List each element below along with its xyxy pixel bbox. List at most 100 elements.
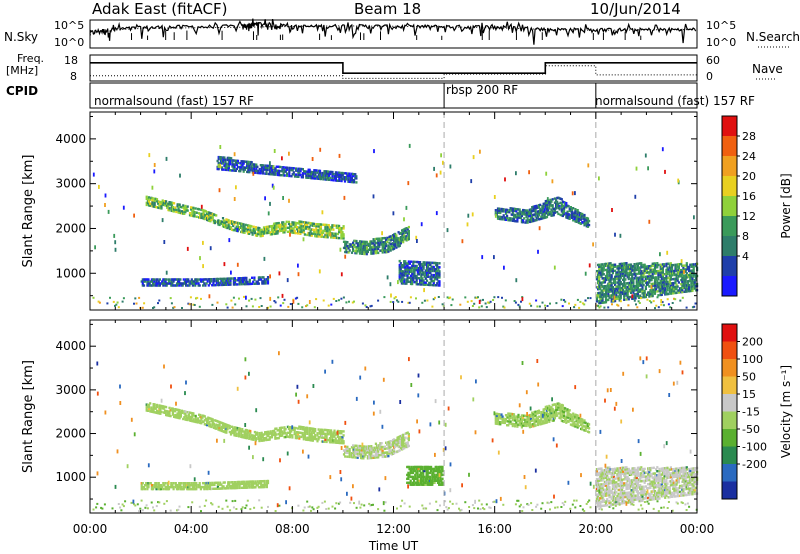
echo-cell (241, 428, 244, 431)
echo-cell (265, 170, 268, 173)
echo-cell (666, 280, 669, 284)
echo-cell (352, 247, 355, 250)
echo-cell (403, 264, 406, 267)
echo-cell (170, 201, 173, 204)
echo-cell (643, 293, 646, 297)
echo-cell (157, 280, 160, 283)
echo-cell (200, 216, 203, 220)
echo-cell (608, 286, 611, 289)
echo-cell (403, 238, 406, 241)
echo-cell (407, 434, 410, 438)
echo-cell (514, 417, 517, 420)
echo-cell (316, 440, 319, 443)
echo-cell (653, 292, 657, 295)
echo-cell (213, 419, 217, 422)
echo-cell (258, 233, 261, 236)
echo-cell (560, 206, 563, 209)
echo-cell (391, 444, 395, 448)
ground-scatter-cell (546, 305, 549, 307)
ground-scatter-cell (389, 300, 392, 303)
echo-cell (572, 215, 575, 218)
ground-scatter-cell (392, 301, 395, 304)
echo-cell (383, 447, 387, 450)
echo-cell (412, 264, 415, 268)
echo-cell (550, 416, 553, 419)
echo-cell (330, 433, 333, 436)
echo-cell (684, 280, 687, 283)
echo-cell (529, 413, 533, 417)
echo-cell (688, 279, 691, 283)
ground-scatter-cell (681, 296, 684, 299)
echo-cell (659, 265, 662, 268)
echo-cell (262, 232, 266, 235)
ground-scatter-cell (488, 301, 491, 304)
echo-cell (545, 411, 549, 414)
echo-cell (317, 229, 320, 232)
echo-cell (158, 200, 161, 203)
colorbar-power-swatch (722, 196, 737, 216)
echo-cell (635, 280, 638, 284)
echo-cell (378, 245, 381, 248)
echo-cell (285, 433, 288, 437)
echo-cell (265, 172, 268, 175)
echo-cell (685, 274, 688, 277)
echo-cell (517, 415, 520, 419)
echo-cell (681, 280, 684, 284)
echo-cell (180, 210, 184, 213)
echo-cell (639, 268, 642, 271)
echo-cell (511, 213, 514, 216)
ground-scatter-cell (225, 303, 228, 306)
echo-cell (268, 170, 271, 174)
ground-scatter-cell (143, 302, 146, 305)
echo-cell (366, 447, 369, 450)
echo-cell (248, 282, 251, 286)
ground-scatter-cell (230, 299, 233, 302)
echo-cell (370, 456, 373, 460)
echo-cell (666, 266, 669, 269)
ground-scatter-cell (536, 305, 539, 308)
echo-cell (502, 210, 505, 213)
echo-cell (634, 266, 637, 270)
echo-cell (522, 416, 525, 419)
echo-cell (169, 282, 172, 285)
echo-cell (506, 420, 509, 423)
echo-cell (219, 281, 222, 285)
echo-cell (385, 244, 388, 248)
echo-cell (541, 420, 544, 423)
echo-cell (297, 431, 300, 434)
echo-cell (232, 224, 235, 228)
echo-cell (361, 242, 364, 245)
echo-cell (651, 282, 654, 286)
echo-cell (283, 231, 286, 234)
echo-cell (399, 238, 402, 241)
echo-cell (535, 416, 538, 419)
echo-cell (192, 412, 195, 415)
echo-cell (164, 280, 167, 283)
ground-scatter-cell (470, 300, 473, 303)
echo-cell (187, 278, 190, 281)
echo-cell (277, 171, 281, 175)
echo-cell (193, 420, 196, 423)
echo-cell (322, 174, 325, 177)
echo-cell (684, 270, 687, 273)
echo-cell (360, 246, 363, 249)
echo-cell (320, 231, 324, 234)
ground-scatter-cell (648, 300, 651, 302)
echo-cell (272, 171, 275, 174)
echo-cell (400, 276, 403, 279)
ground-scatter-cell (305, 305, 307, 308)
echo-cell (514, 219, 517, 223)
echo-cell (438, 266, 441, 269)
echo-cell (669, 262, 672, 265)
echo-cell (693, 287, 696, 290)
echo-cell (385, 238, 388, 242)
echo-cell (204, 278, 207, 281)
echo-cell (342, 430, 345, 433)
echo-cell (406, 268, 409, 271)
echo-cell (209, 214, 212, 217)
noise-cell (402, 276, 405, 281)
echo-cell (251, 167, 254, 170)
echo-cell (647, 291, 650, 294)
echo-cell (649, 293, 652, 296)
echo-cell (599, 295, 602, 299)
